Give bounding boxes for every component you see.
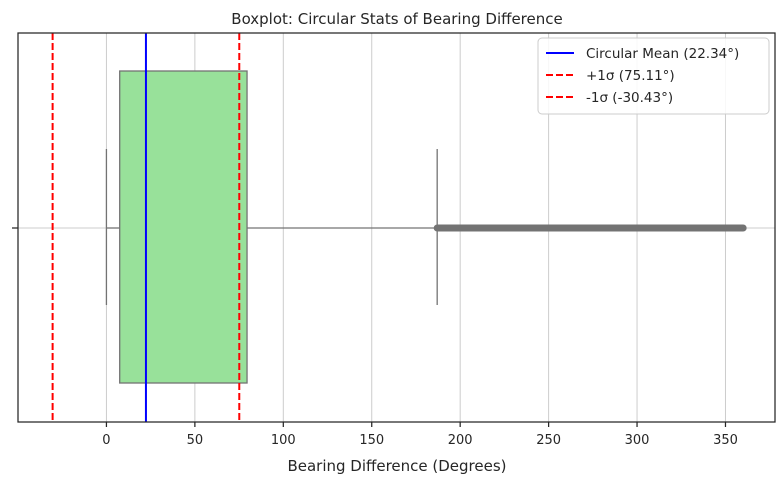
iqr-box (119, 70, 248, 384)
legend-label: +1σ (75.11°) (586, 68, 675, 84)
reference-lines (51, 33, 241, 422)
x-tick-label: 150 (359, 433, 384, 448)
legend: Circular Mean (22.34°) +1σ (75.11°) -1σ (-… (537, 37, 770, 115)
chart-title: Boxplot: Circular Stats of Bearing Diffe… (231, 10, 562, 28)
x-tick-label: 200 (448, 433, 473, 448)
x-tick-label: 50 (187, 433, 204, 448)
box-group (105, 70, 747, 384)
x-axis-label: Bearing Difference (Degrees) (287, 457, 506, 475)
legend-label: -1σ (-30.43°) (586, 90, 673, 106)
x-tick-label: 100 (271, 433, 296, 448)
x-tick-label: 350 (713, 433, 738, 448)
x-tick-label: 250 (536, 433, 561, 448)
x-tick-label: 300 (625, 433, 650, 448)
x-axis-ticks: 0 50 100 150 200 250 300 350 (102, 422, 738, 448)
legend-label: Circular Mean (22.34°) (586, 46, 739, 62)
legend-box (537, 37, 770, 115)
x-tick-label: 0 (102, 433, 110, 448)
